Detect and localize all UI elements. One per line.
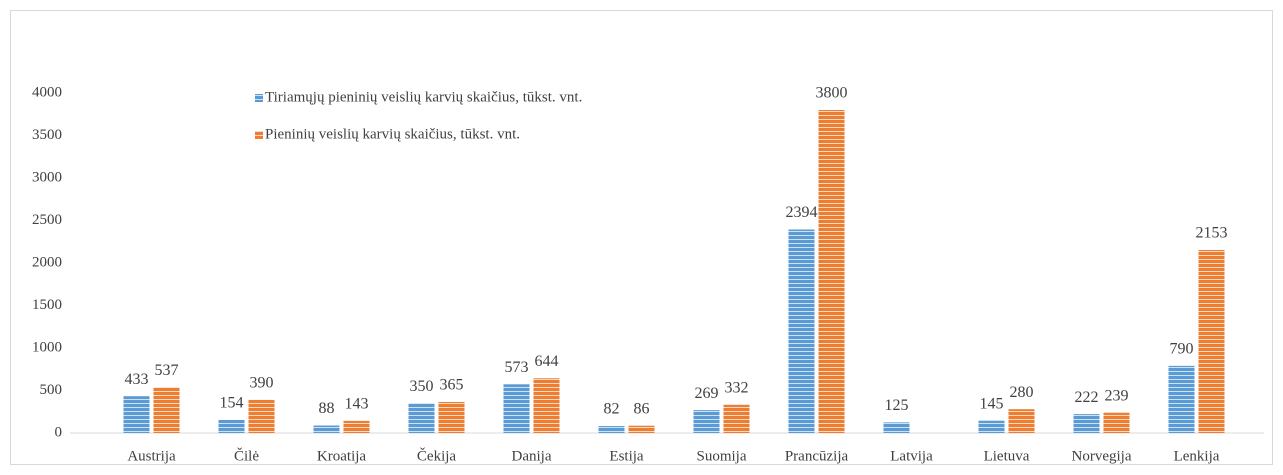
bar bbox=[1008, 409, 1035, 433]
bar bbox=[723, 404, 750, 433]
bar bbox=[818, 110, 845, 433]
y-tick-label: 1500 bbox=[32, 297, 62, 313]
value-label: 332 bbox=[725, 379, 749, 396]
value-label: 537 bbox=[155, 362, 179, 379]
bar bbox=[628, 425, 655, 433]
bar bbox=[598, 426, 625, 433]
bar bbox=[788, 229, 815, 433]
x-tick-label: Prancūzija bbox=[785, 448, 849, 464]
x-tick-label: Estija bbox=[609, 448, 644, 464]
x-tick-label: Latvija bbox=[890, 448, 933, 464]
value-label: 433 bbox=[125, 371, 149, 388]
value-label: 644 bbox=[535, 353, 559, 370]
value-label: 280 bbox=[1010, 384, 1034, 401]
value-label: 222 bbox=[1075, 389, 1099, 406]
bar bbox=[1103, 412, 1130, 433]
value-label: 350 bbox=[410, 378, 434, 395]
legend-label: Tiriamųjų pieninių veislių karvių skaiči… bbox=[265, 89, 582, 105]
value-label: 86 bbox=[634, 400, 650, 417]
x-tick-label: Lietuva bbox=[984, 448, 1030, 464]
bar bbox=[248, 399, 275, 433]
value-label: 2153 bbox=[1196, 225, 1228, 242]
value-label: 239 bbox=[1105, 387, 1129, 404]
y-tick-label: 3500 bbox=[32, 127, 62, 143]
y-tick-label: 2500 bbox=[32, 212, 62, 228]
bar bbox=[343, 420, 370, 433]
x-tick-label: Čekija bbox=[417, 447, 456, 464]
value-label: 88 bbox=[319, 400, 335, 417]
value-label: 3800 bbox=[816, 85, 848, 102]
x-tick-label: Norvegija bbox=[1072, 448, 1132, 464]
bar bbox=[218, 419, 245, 433]
value-label: 390 bbox=[250, 375, 274, 392]
legend-swatch bbox=[255, 94, 263, 102]
value-label: 125 bbox=[885, 397, 909, 414]
value-label: 269 bbox=[695, 385, 719, 402]
y-tick-label: 500 bbox=[40, 382, 63, 398]
x-tick-label: Austrija bbox=[127, 448, 176, 464]
value-label: 143 bbox=[345, 396, 369, 413]
bar bbox=[883, 422, 910, 433]
chart-border bbox=[10, 10, 1273, 465]
value-label: 365 bbox=[440, 377, 464, 394]
y-tick-label: 4000 bbox=[32, 84, 62, 100]
bar bbox=[533, 378, 560, 433]
y-tick-label: 2000 bbox=[32, 254, 62, 270]
x-tick-label: Kroatija bbox=[317, 448, 366, 464]
y-tick-label: 1000 bbox=[32, 339, 62, 355]
bar bbox=[693, 410, 720, 433]
value-label: 154 bbox=[220, 395, 244, 412]
bar bbox=[503, 384, 530, 433]
y-tick-label: 0 bbox=[55, 424, 63, 440]
bar bbox=[1168, 365, 1195, 433]
value-label: 82 bbox=[604, 401, 620, 418]
x-tick-label: Danija bbox=[512, 448, 552, 464]
x-tick-label: Čilė bbox=[234, 447, 259, 464]
value-label: 2394 bbox=[786, 204, 818, 221]
bar bbox=[1198, 249, 1225, 433]
bar bbox=[408, 403, 435, 433]
value-label: 790 bbox=[1170, 341, 1194, 358]
value-label: 573 bbox=[505, 359, 529, 376]
value-label: 145 bbox=[980, 395, 1004, 412]
bar bbox=[153, 387, 180, 433]
bar bbox=[123, 396, 150, 433]
bar bbox=[438, 401, 465, 433]
y-tick-label: 3000 bbox=[32, 169, 62, 185]
legend-swatch bbox=[255, 131, 263, 139]
bar bbox=[1073, 414, 1100, 433]
x-tick-label: Suomija bbox=[696, 448, 746, 464]
x-tick-label: Lenkija bbox=[1174, 448, 1220, 464]
bar bbox=[313, 425, 340, 433]
legend-label: Pieninių veislių karvių skaičius, tūkst.… bbox=[265, 126, 520, 142]
bar bbox=[978, 420, 1005, 433]
